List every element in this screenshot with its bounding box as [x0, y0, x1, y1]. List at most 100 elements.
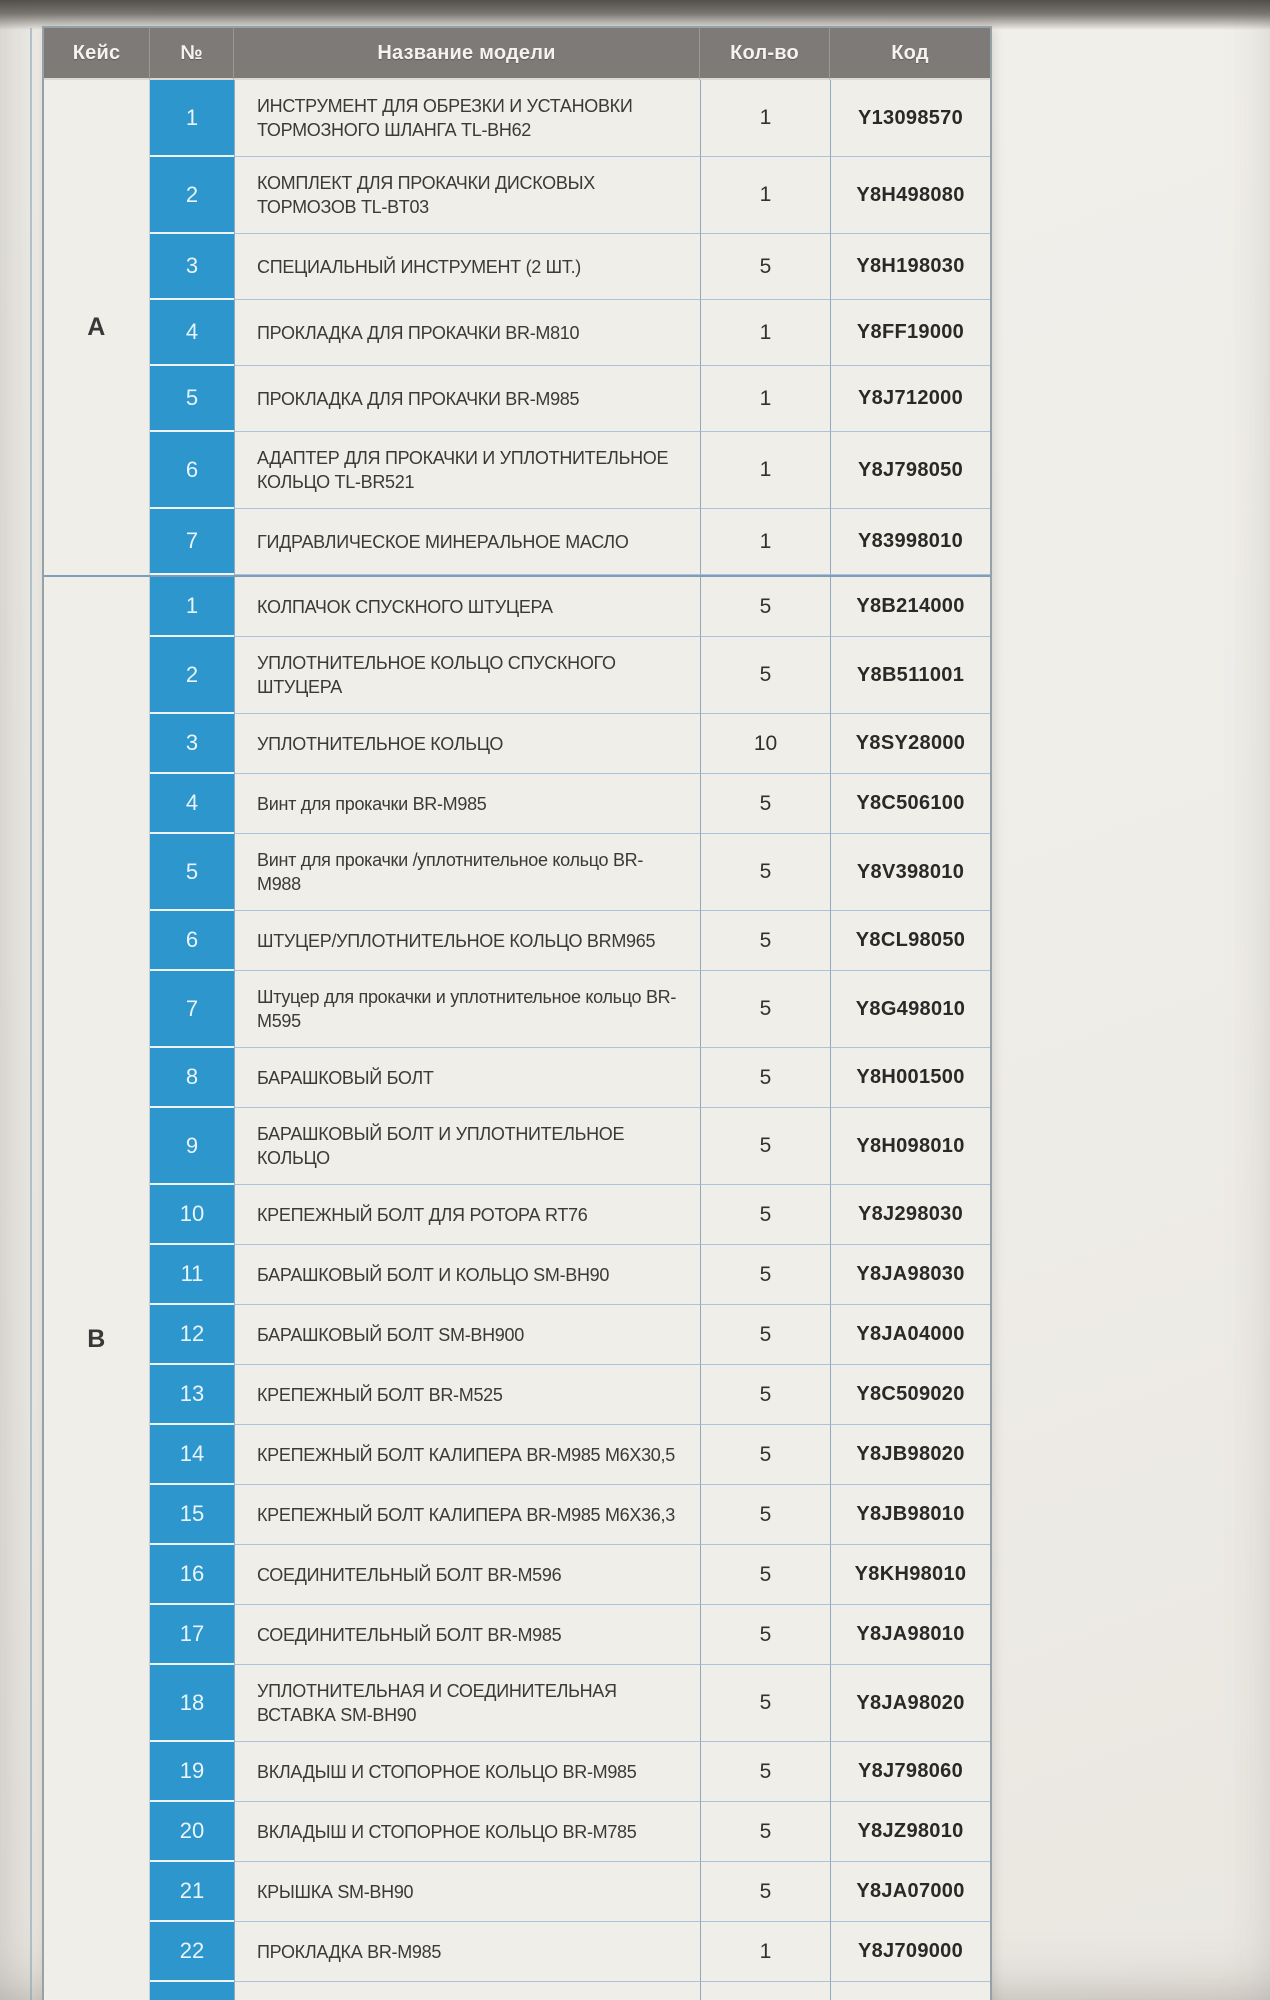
row-qty-cell: 1 — [700, 157, 830, 234]
row-qty-cell: 1 — [700, 509, 830, 575]
row-name-cell: ВКЛАДЫШ И СТОПОРНОЕ КОЛЬЦО BR-M785 — [234, 1802, 700, 1862]
table-section-a: А 1 ИНСТРУМЕНТ ДЛЯ ОБРЕЗКИ И УСТАНОВКИ ТОР… — [44, 80, 990, 575]
row-number-cell: 21 — [150, 1862, 234, 1922]
row-qty-cell: 5 — [700, 637, 830, 714]
row-name-cell: УПЛОТНИТЕЛЬНАЯ И СОЕДИНИТЕЛЬНАЯ ВСТАВКА … — [234, 1665, 700, 1742]
row-number-cell: 5 — [150, 834, 234, 911]
row-name-cell: ГИДРАВЛИЧЕСКОЕ МИНЕРАЛЬНОЕ МАСЛО — [234, 509, 700, 575]
row-number-cell: 19 — [150, 1742, 234, 1802]
row-qty-cell: 5 — [700, 971, 830, 1048]
row-code-cell: Y8G498010 — [830, 971, 990, 1048]
row-name-cell: УПЛОТНИТЕЛЬНОЕ КОЛЬЦО СПУСКНОГО ШТУЦЕРА — [234, 637, 700, 714]
row-code-cell: Y8J298030 — [830, 1185, 990, 1245]
row-name-cell: БАРАШКОВЫЙ БОЛТ И УПЛОТНИТЕЛЬНОЕ КОЛЬЦО — [234, 1108, 700, 1185]
row-number-cell: 12 — [150, 1305, 234, 1365]
row-qty-cell: 5 — [700, 911, 830, 971]
row-number-cell: 8 — [150, 1048, 234, 1108]
row-name-cell: КРЕПЕЖНЫЙ БОЛТ КАЛИПЕРА BR-M985 M6X36,3 — [234, 1485, 700, 1545]
row-number-cell: 23 — [150, 1982, 234, 2000]
row-number-cell: 20 — [150, 1802, 234, 1862]
row-number-cell: 9 — [150, 1108, 234, 1185]
row-number-cell: 15 — [150, 1485, 234, 1545]
header-cell-qty: Кол-во — [700, 28, 830, 80]
row-code-cell: Y8JA98020 — [830, 1665, 990, 1742]
row-code-cell: Y8J798050 — [830, 432, 990, 509]
row-number-cell: 16 — [150, 1545, 234, 1605]
row-number-cell: 4 — [150, 300, 234, 366]
row-name-cell: Винт для прокачки BR-M985 — [234, 774, 700, 834]
row-number-cell: 1 — [150, 577, 234, 637]
row-qty-cell: 5 — [700, 1862, 830, 1922]
row-name-cell: ВКЛАДЫШ И СТОПОРНОЕ КОЛЬЦО BR-M985 — [234, 1742, 700, 1802]
row-number-cell: 6 — [150, 911, 234, 971]
row-qty-cell: 1 — [700, 432, 830, 509]
table-body: А 1 ИНСТРУМЕНТ ДЛЯ ОБРЕЗКИ И УСТАНОВКИ ТОР… — [44, 80, 990, 2000]
row-qty-cell: 5 — [700, 234, 830, 300]
row-name-cell: КРЕПЕЖНЫЙ БОЛТ КАЛИПЕРА BR-M985 M6X30,5 — [234, 1425, 700, 1485]
row-number-cell: 1 — [150, 80, 234, 157]
row-code-cell: Y8SY28000 — [830, 714, 990, 774]
row-number-cell: 7 — [150, 509, 234, 575]
page-margin-line — [30, 28, 32, 2000]
row-code-cell: Y8H498080 — [830, 157, 990, 234]
table-section-b: В 1 КОЛПАЧОК СПУСКНОГО ШТУЦЕРА 5 Y8B214000 2 У… — [44, 575, 990, 2000]
row-name-cell: КРЫШКА SM-BH90 — [234, 1862, 700, 1922]
row-qty-cell: 1 — [700, 80, 830, 157]
row-name-cell: УПЛОТНИТЕЛЬНОЕ КОЛЬЦО — [234, 714, 700, 774]
row-name-cell: ПРОКЛАДКА BR-M810 — [234, 1982, 700, 2000]
case-label: А — [44, 80, 150, 575]
row-number-cell: 17 — [150, 1605, 234, 1665]
row-name-cell: КРЕПЕЖНЫЙ БОЛТ BR-M525 — [234, 1365, 700, 1425]
row-number-cell: 10 — [150, 1185, 234, 1245]
row-qty-cell: 5 — [700, 1545, 830, 1605]
row-name-cell: ШТУЦЕР/УПЛОТНИТЕЛЬНОЕ КОЛЬЦО BRM965 — [234, 911, 700, 971]
row-qty-cell: 5 — [700, 1425, 830, 1485]
row-code-cell: Y8JZ98010 — [830, 1802, 990, 1862]
case-label: В — [44, 577, 150, 2000]
header-cell-code: Код — [830, 28, 990, 80]
row-qty-cell: 1 — [700, 300, 830, 366]
row-code-cell: Y8H098010 — [830, 1108, 990, 1185]
row-qty-cell: 5 — [700, 577, 830, 637]
row-code-cell: Y83998010 — [830, 509, 990, 575]
row-code-cell: Y8V398010 — [830, 834, 990, 911]
row-code-cell: Y8J712000 — [830, 366, 990, 432]
row-number-cell: 22 — [150, 1922, 234, 1982]
row-code-cell: Y8JA98030 — [830, 1245, 990, 1305]
row-number-cell: 3 — [150, 234, 234, 300]
row-number-cell: 14 — [150, 1425, 234, 1485]
row-qty-cell: 5 — [700, 1305, 830, 1365]
row-code-cell: Y8C509020 — [830, 1365, 990, 1425]
row-qty-cell: 5 — [700, 834, 830, 911]
row-name-cell: БАРАШКОВЫЙ БОЛТ SM-BH900 — [234, 1305, 700, 1365]
row-code-cell: Y8C506100 — [830, 774, 990, 834]
row-code-cell: Y8B214000 — [830, 577, 990, 637]
row-number-cell: 2 — [150, 637, 234, 714]
row-qty-cell: 5 — [700, 1485, 830, 1545]
header-cell-name: Название модели — [234, 28, 700, 80]
row-name-cell: ПРОКЛАДКА ДЛЯ ПРОКАЧКИ BR-M985 — [234, 366, 700, 432]
row-code-cell: Y8CL98050 — [830, 911, 990, 971]
row-code-cell: Y8JA04000 — [830, 1305, 990, 1365]
row-code-cell: Y8JA98010 — [830, 1605, 990, 1665]
parts-table: Кейс № Название модели Кол-во Код А 1 ИНСТ… — [42, 26, 992, 2000]
row-name-cell: БАРАШКОВЫЙ БОЛТ И КОЛЬЦО SM-BH90 — [234, 1245, 700, 1305]
row-qty-cell: 5 — [700, 1185, 830, 1245]
row-code-cell: Y8H198030 — [830, 234, 990, 300]
header-cell-case: Кейс — [44, 28, 150, 80]
row-number-cell: 18 — [150, 1665, 234, 1742]
row-name-cell: СОЕДИНИТЕЛЬНЫЙ БОЛТ BR-M985 — [234, 1605, 700, 1665]
row-qty-cell: 1 — [700, 366, 830, 432]
row-qty-cell: 5 — [700, 1245, 830, 1305]
row-name-cell: АДАПТЕР ДЛЯ ПРОКАЧКИ И УПЛОТНИТЕЛЬНОЕ КО… — [234, 432, 700, 509]
row-name-cell: ПРОКЛАДКА BR-M985 — [234, 1922, 700, 1982]
row-qty-cell: 5 — [700, 1048, 830, 1108]
row-name-cell: СПЕЦИАЛЬНЫЙ ИНСТРУМЕНТ (2 ШТ.) — [234, 234, 700, 300]
row-code-cell: Y8J798060 — [830, 1742, 990, 1802]
row-code-cell: Y8KH98010 — [830, 1545, 990, 1605]
row-name-cell: КОЛПАЧОК СПУСКНОГО ШТУЦЕРА — [234, 577, 700, 637]
row-number-cell: 13 — [150, 1365, 234, 1425]
row-number-cell: 4 — [150, 774, 234, 834]
row-code-cell: Y8JA07000 — [830, 1862, 990, 1922]
